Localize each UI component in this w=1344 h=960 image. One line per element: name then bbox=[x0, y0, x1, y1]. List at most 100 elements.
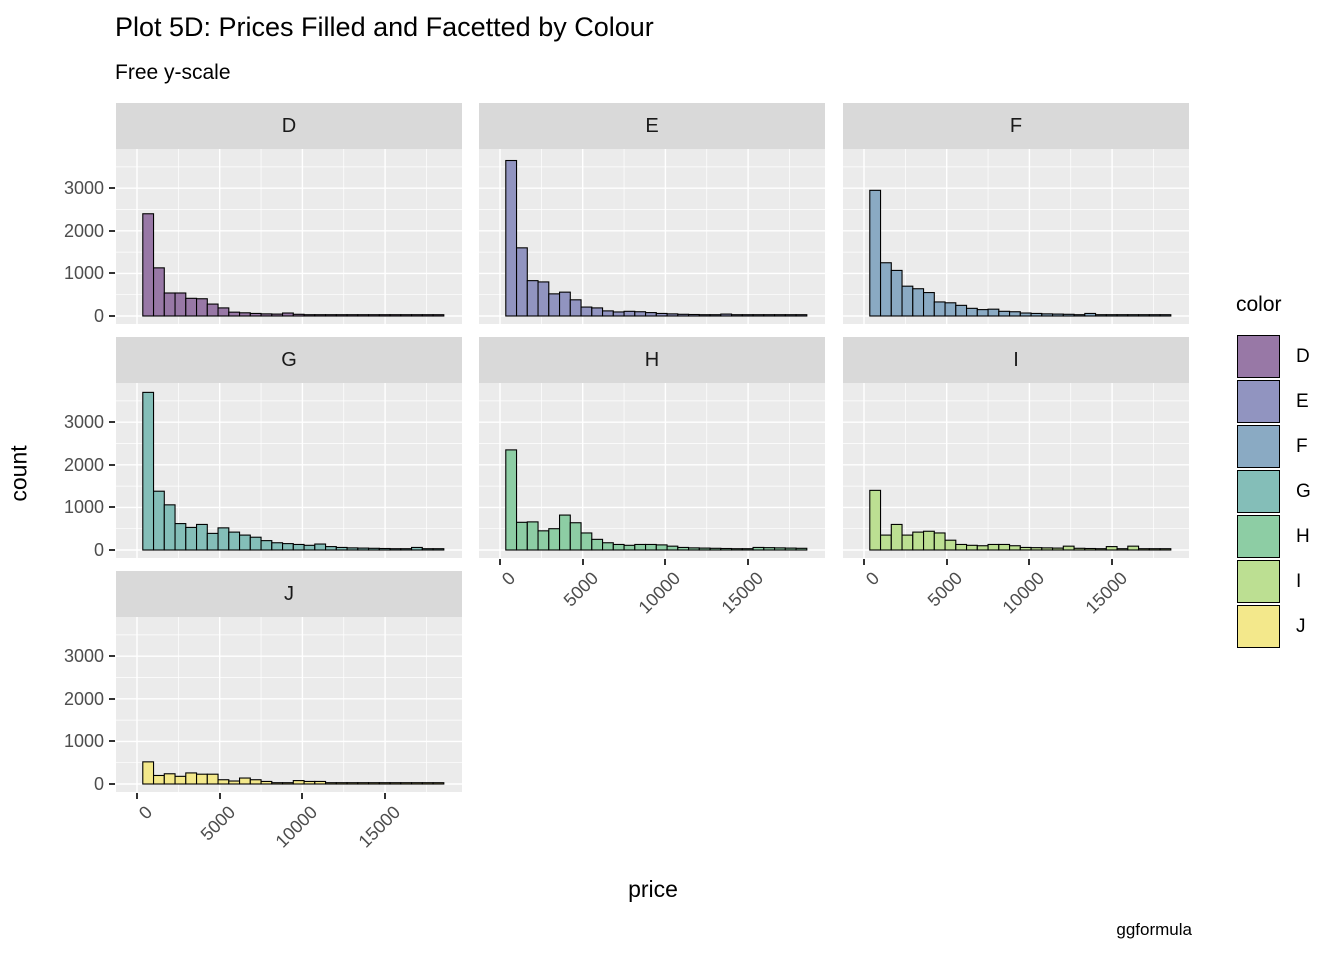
bar-H-8 bbox=[591, 538, 604, 551]
facet-strip-label: D bbox=[281, 114, 297, 137]
bar-H-4 bbox=[548, 528, 561, 551]
bar-E-10 bbox=[612, 311, 625, 317]
bar-F-23 bbox=[1116, 314, 1129, 317]
bar-J-23 bbox=[389, 782, 402, 785]
facet-strip-J: J bbox=[116, 571, 462, 617]
bar-G-6 bbox=[206, 532, 219, 551]
bar-E-3 bbox=[537, 281, 550, 317]
bar-J-16 bbox=[314, 780, 327, 785]
bar-J-22 bbox=[378, 782, 391, 785]
bar-J-27 bbox=[432, 782, 445, 785]
bar-J-26 bbox=[421, 782, 434, 785]
bar-D-26 bbox=[421, 314, 434, 317]
y-tick-mark bbox=[109, 315, 115, 317]
bar-D-4 bbox=[185, 297, 198, 317]
bar-J-3 bbox=[174, 775, 187, 785]
bar-D-15 bbox=[303, 314, 316, 317]
facet-panel-G bbox=[116, 383, 462, 558]
bar-G-8 bbox=[228, 531, 241, 551]
bar-E-20 bbox=[720, 313, 733, 317]
histogram-D bbox=[116, 149, 462, 324]
bar-H-23 bbox=[752, 546, 765, 551]
y-tick-label: 2000 bbox=[63, 220, 104, 241]
bar-I-9 bbox=[965, 544, 978, 551]
bar-E-5 bbox=[558, 291, 571, 317]
bar-E-15 bbox=[666, 313, 679, 317]
bar-F-1 bbox=[879, 262, 892, 317]
bar-F-27 bbox=[1159, 314, 1172, 317]
facet-panel-D bbox=[116, 149, 462, 324]
bar-D-5 bbox=[195, 298, 208, 317]
bar-J-20 bbox=[357, 782, 370, 785]
bar-H-25 bbox=[774, 547, 786, 551]
x-tick-label: 15000 bbox=[717, 568, 768, 618]
x-tick-mark bbox=[945, 559, 948, 565]
x-tick-label: 15000 bbox=[1081, 568, 1132, 618]
bar-G-10 bbox=[249, 536, 262, 551]
bar-F-4 bbox=[912, 288, 925, 317]
bar-G-23 bbox=[389, 548, 402, 551]
y-tick-mark bbox=[109, 272, 115, 275]
facet-strip-label: G bbox=[281, 348, 297, 371]
bar-I-4 bbox=[912, 531, 925, 551]
x-tick-mark bbox=[863, 559, 865, 565]
x-tick-mark bbox=[1111, 559, 1114, 565]
y-tick-mark bbox=[109, 463, 115, 466]
x-tick-mark bbox=[384, 793, 387, 799]
bar-H-14 bbox=[655, 544, 668, 551]
bar-I-20 bbox=[1084, 547, 1097, 551]
bar-E-2 bbox=[526, 280, 539, 317]
facet-panel-J bbox=[116, 617, 462, 792]
bar-J-25 bbox=[411, 782, 423, 785]
bar-H-7 bbox=[580, 532, 593, 551]
y-tick-mark bbox=[109, 549, 115, 551]
facet-panel-E bbox=[479, 149, 825, 324]
bar-I-2 bbox=[890, 523, 903, 551]
facet-strip-label: F bbox=[1009, 114, 1023, 137]
legend-swatch-E bbox=[1237, 380, 1280, 423]
bar-G-22 bbox=[378, 547, 391, 551]
y-tick-label: 3000 bbox=[63, 412, 104, 433]
bar-G-9 bbox=[238, 534, 251, 551]
bar-G-24 bbox=[400, 548, 413, 551]
bar-E-14 bbox=[655, 312, 668, 317]
bar-F-19 bbox=[1073, 314, 1086, 317]
histogram-G bbox=[116, 383, 462, 558]
x-tick-mark bbox=[301, 793, 304, 799]
bar-F-17 bbox=[1052, 313, 1064, 317]
legend-swatch-J bbox=[1237, 605, 1280, 648]
facet-strip-label: J bbox=[284, 582, 294, 605]
bar-I-24 bbox=[1127, 545, 1140, 551]
bar-E-0 bbox=[505, 159, 518, 317]
bar-I-18 bbox=[1062, 545, 1075, 551]
histogram-H bbox=[479, 383, 825, 558]
facet-strip-I: I bbox=[843, 337, 1189, 383]
legend-swatch-H bbox=[1237, 515, 1280, 558]
bar-E-9 bbox=[601, 310, 614, 317]
bar-G-26 bbox=[421, 548, 434, 551]
y-tick-mark bbox=[109, 421, 115, 424]
x-tick-label: 5000 bbox=[196, 802, 239, 845]
facet-panel-F bbox=[843, 149, 1189, 324]
bar-J-0 bbox=[142, 761, 155, 785]
bar-E-13 bbox=[645, 312, 657, 317]
bar-E-22 bbox=[741, 314, 754, 317]
bar-D-17 bbox=[325, 314, 337, 317]
bar-D-6 bbox=[206, 303, 219, 317]
bar-E-25 bbox=[774, 314, 786, 317]
x-tick-mark bbox=[218, 793, 221, 799]
bar-J-7 bbox=[217, 779, 230, 785]
bar-E-23 bbox=[752, 314, 765, 317]
bar-J-18 bbox=[335, 782, 348, 785]
bar-H-0 bbox=[505, 449, 518, 551]
bar-D-18 bbox=[335, 314, 348, 317]
bar-D-24 bbox=[400, 314, 413, 317]
bar-D-14 bbox=[292, 313, 305, 317]
bar-F-3 bbox=[901, 285, 914, 317]
bar-I-26 bbox=[1148, 548, 1161, 551]
bar-G-20 bbox=[357, 547, 370, 551]
bar-F-14 bbox=[1019, 312, 1032, 317]
bar-I-6 bbox=[933, 532, 946, 551]
bar-G-1 bbox=[152, 490, 165, 551]
